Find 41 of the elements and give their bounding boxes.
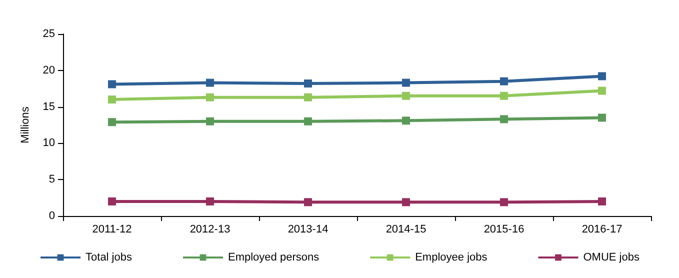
point: [206, 197, 214, 206]
point: [206, 93, 214, 102]
x-tick-label: 2011-12: [92, 224, 132, 236]
point: [598, 197, 606, 206]
point: [304, 93, 312, 102]
point: [206, 117, 214, 126]
point: [108, 96, 116, 104]
legend-label: Total jobs: [86, 252, 132, 264]
point: [304, 198, 312, 206]
point: [304, 80, 312, 88]
y-tick-label: 25: [42, 28, 55, 40]
point: [206, 78, 214, 87]
x-tick-label: 2014-15: [386, 224, 426, 236]
y-axis-title: Millions: [20, 106, 32, 144]
y-tick-label: 20: [42, 64, 55, 76]
point: [402, 92, 410, 100]
point: [402, 198, 410, 206]
legend-label: Employed persons: [228, 252, 320, 264]
point: [598, 114, 606, 122]
point: [402, 78, 410, 87]
y-tick-label: 5: [48, 174, 55, 186]
point: [500, 115, 508, 124]
point: [598, 86, 606, 95]
x-tick-label: 2016-17: [582, 224, 622, 236]
point: [598, 72, 606, 80]
x-tick-label: 2012-13: [190, 224, 230, 236]
point: [500, 198, 508, 206]
x-tick-label: 2013-14: [288, 224, 328, 236]
point: [402, 116, 410, 125]
y-tick-label: 0: [48, 210, 55, 222]
x-tick-label: 2015-16: [484, 224, 524, 236]
point: [500, 92, 508, 100]
point: [304, 117, 312, 126]
point: [108, 80, 116, 88]
y-tick-label: 15: [42, 100, 55, 113]
point: [108, 118, 116, 126]
y-tick-label: 10: [42, 137, 55, 150]
legend-label: OMUE jobs: [583, 252, 640, 264]
point: [500, 77, 508, 86]
point: [108, 197, 116, 206]
legend-label: Employee jobs: [415, 252, 488, 264]
